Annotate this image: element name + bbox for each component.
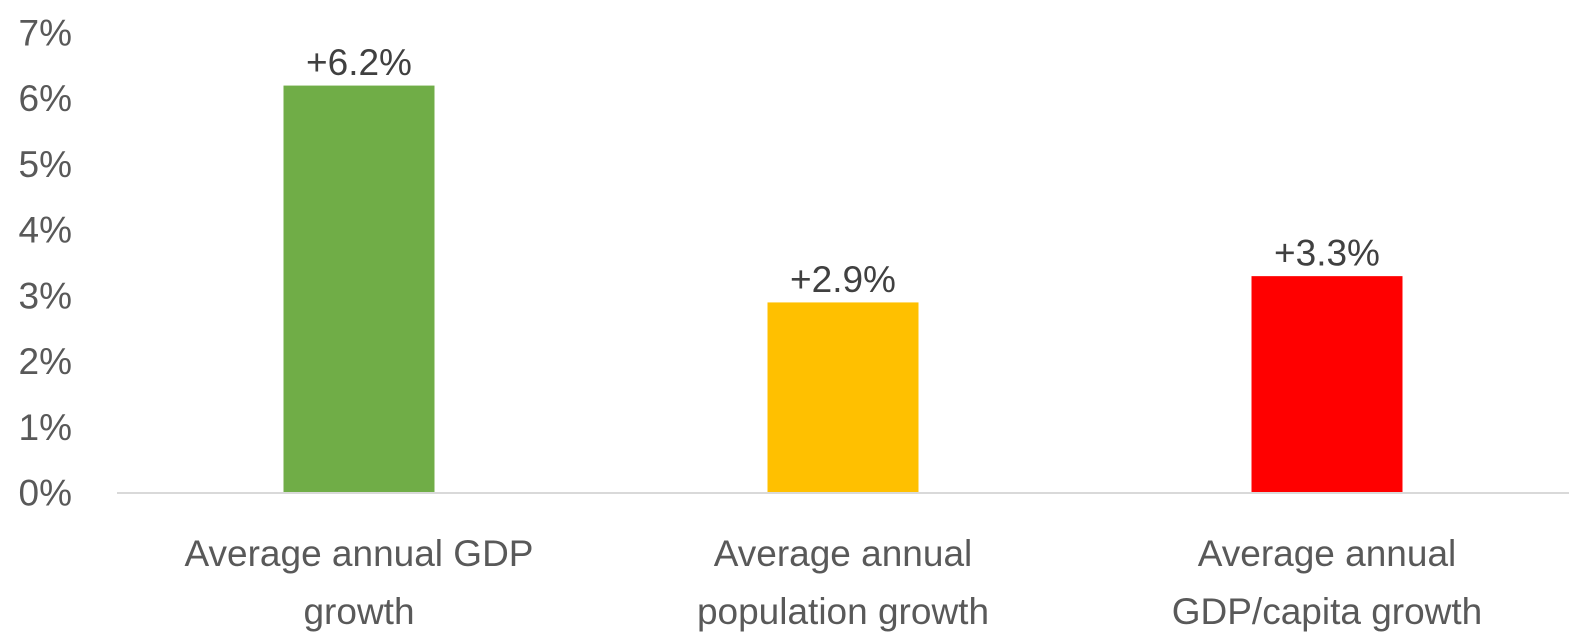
data-labels: +6.2% +2.9% +3.3% (306, 42, 1380, 300)
x-axis: Average annual GDP growth Average annual po… (185, 533, 1483, 632)
category-label-line: population growth (697, 591, 989, 632)
category-label-line: Average annual (1198, 533, 1457, 574)
y-tick-label: 7% (19, 13, 72, 54)
y-tick-label: 5% (19, 144, 72, 185)
category-label-line: Average annual (714, 533, 973, 574)
category-label: Average annual GDP growth (185, 533, 534, 632)
bar (1251, 276, 1403, 493)
y-axis: 0% 1% 2% 3% 4% 5% 6% 7% (19, 13, 72, 514)
y-tick-label: 4% (19, 210, 72, 251)
y-tick-label: 6% (19, 78, 72, 119)
category-label: Average annual GDP/capita growth (1172, 533, 1483, 632)
y-tick-label: 2% (19, 341, 72, 382)
data-label: +3.3% (1274, 233, 1380, 274)
category-label: Average annual population growth (697, 533, 989, 632)
category-label-line: growth (303, 591, 414, 632)
y-tick-label: 0% (19, 473, 72, 514)
y-tick-label: 3% (19, 275, 72, 316)
category-label-line: Average annual GDP (185, 533, 534, 574)
y-tick-label: 1% (19, 407, 72, 448)
category-label-line: GDP/capita growth (1172, 591, 1483, 632)
bar (767, 302, 919, 493)
data-label: +6.2% (306, 42, 412, 83)
data-label: +2.9% (790, 259, 896, 300)
bar (283, 85, 435, 494)
bars (283, 85, 1403, 494)
